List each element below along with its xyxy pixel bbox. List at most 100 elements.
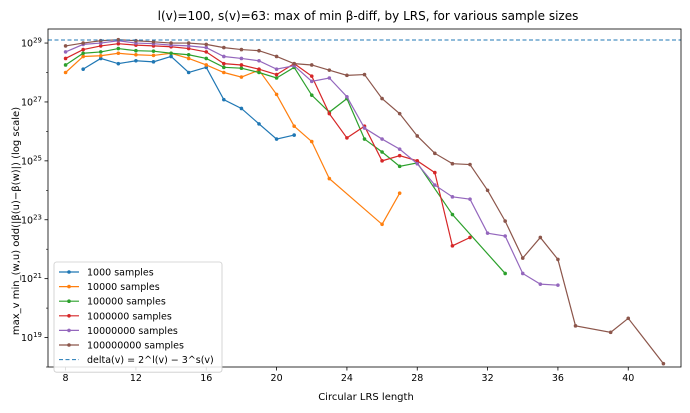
data-point: [415, 134, 420, 138]
data-point: [134, 52, 138, 57]
legend-label: 10000000 samples: [87, 326, 178, 337]
data-point: [98, 53, 103, 58]
legend-entry: 1000 samples: [59, 268, 154, 279]
y-tick-exponent: 27: [33, 95, 42, 103]
data-point: [503, 219, 507, 223]
data-point: [204, 50, 209, 54]
data-point: [380, 159, 384, 163]
legend-label: 100000 samples: [87, 297, 166, 308]
data-point: [257, 70, 261, 75]
x-tick-label: 32: [482, 373, 494, 384]
data-point: [151, 49, 156, 53]
data-point: [98, 56, 103, 61]
data-point: [397, 153, 402, 158]
legend: 1000 samples 10000 samples 100000 samples 1…: [53, 261, 223, 373]
data-point: [415, 161, 420, 166]
data-point: [608, 330, 613, 335]
data-point: [380, 222, 384, 227]
y-tick-label: 1025: [21, 154, 42, 167]
data-point: [362, 72, 367, 77]
series-0: [81, 54, 296, 141]
data-point: [433, 170, 437, 175]
data-point: [81, 41, 85, 45]
data-point: [538, 235, 543, 240]
data-point: [468, 235, 472, 240]
data-point: [274, 92, 279, 97]
data-point: [433, 151, 437, 156]
data-point: [520, 256, 525, 260]
data-point: [222, 45, 226, 50]
legend-entry: delta(v) = 2^l(v) − 3^s(v): [59, 355, 214, 366]
data-point: [309, 63, 314, 67]
data-point: [327, 111, 332, 116]
data-point: [485, 188, 490, 193]
data-point: [116, 51, 121, 56]
y-tick-label: 1027: [21, 95, 42, 108]
data-point: [380, 96, 384, 101]
data-point: [415, 159, 420, 163]
data-point: [151, 53, 156, 58]
data-point: [204, 42, 209, 47]
data-point: [309, 79, 314, 84]
data-point: [274, 137, 279, 141]
data-point: [257, 67, 261, 71]
data-point: [503, 271, 507, 276]
data-point: [556, 283, 560, 287]
data-point: [98, 38, 103, 43]
y-tick-exponent: 21: [33, 272, 42, 280]
y-tick-label: 1029: [21, 37, 42, 50]
legend-swatch-marker: [67, 284, 71, 289]
data-point: [63, 44, 68, 48]
data-point: [239, 47, 244, 52]
y-tick-label: 1023: [21, 213, 42, 226]
y-tick-label: 1019: [21, 331, 42, 344]
data-point: [239, 66, 244, 70]
data-point: [98, 50, 103, 54]
data-point: [450, 212, 455, 217]
data-point: [239, 56, 244, 61]
data-point: [292, 124, 296, 129]
x-tick-label: 12: [130, 373, 142, 384]
legend-entry: 100000 samples: [59, 297, 166, 308]
data-point: [186, 52, 191, 57]
x-tick-label: 36: [552, 373, 564, 384]
data-point: [397, 164, 402, 169]
data-point: [397, 111, 402, 116]
data-point: [116, 61, 121, 66]
series-5: [63, 37, 666, 366]
legend-swatch-marker: [67, 343, 71, 347]
data-point: [116, 41, 121, 46]
x-tick-label: 24: [341, 373, 353, 384]
y-tick-exponent: 29: [33, 37, 42, 45]
data-point: [81, 47, 85, 52]
data-point: [186, 56, 191, 61]
data-point: [450, 244, 455, 248]
y-tick-base: 10: [21, 215, 33, 226]
data-point: [151, 40, 156, 44]
y-tick-exponent: 23: [33, 213, 42, 221]
series-layer: [63, 37, 666, 366]
data-point: [468, 162, 472, 167]
series-2: [63, 46, 507, 276]
y-tick-label: 1021: [21, 272, 42, 285]
x-tick-label: 20: [271, 373, 283, 384]
data-point: [520, 271, 525, 276]
data-point: [134, 38, 138, 43]
data-point: [81, 67, 85, 71]
x-tick-label: 40: [622, 373, 634, 384]
data-point: [257, 58, 261, 63]
data-point: [63, 63, 68, 67]
data-point: [292, 133, 296, 137]
data-point: [186, 44, 191, 48]
data-point: [380, 137, 384, 141]
y-tick-base: 10: [21, 156, 33, 167]
x-axis-label: Circular LRS length: [318, 392, 414, 403]
data-point: [362, 137, 367, 141]
data-point: [450, 161, 455, 166]
data-point: [257, 48, 261, 53]
data-point: [397, 147, 402, 151]
legend-label: 100000000 samples: [87, 341, 184, 352]
legend-swatch-marker: [67, 314, 71, 318]
